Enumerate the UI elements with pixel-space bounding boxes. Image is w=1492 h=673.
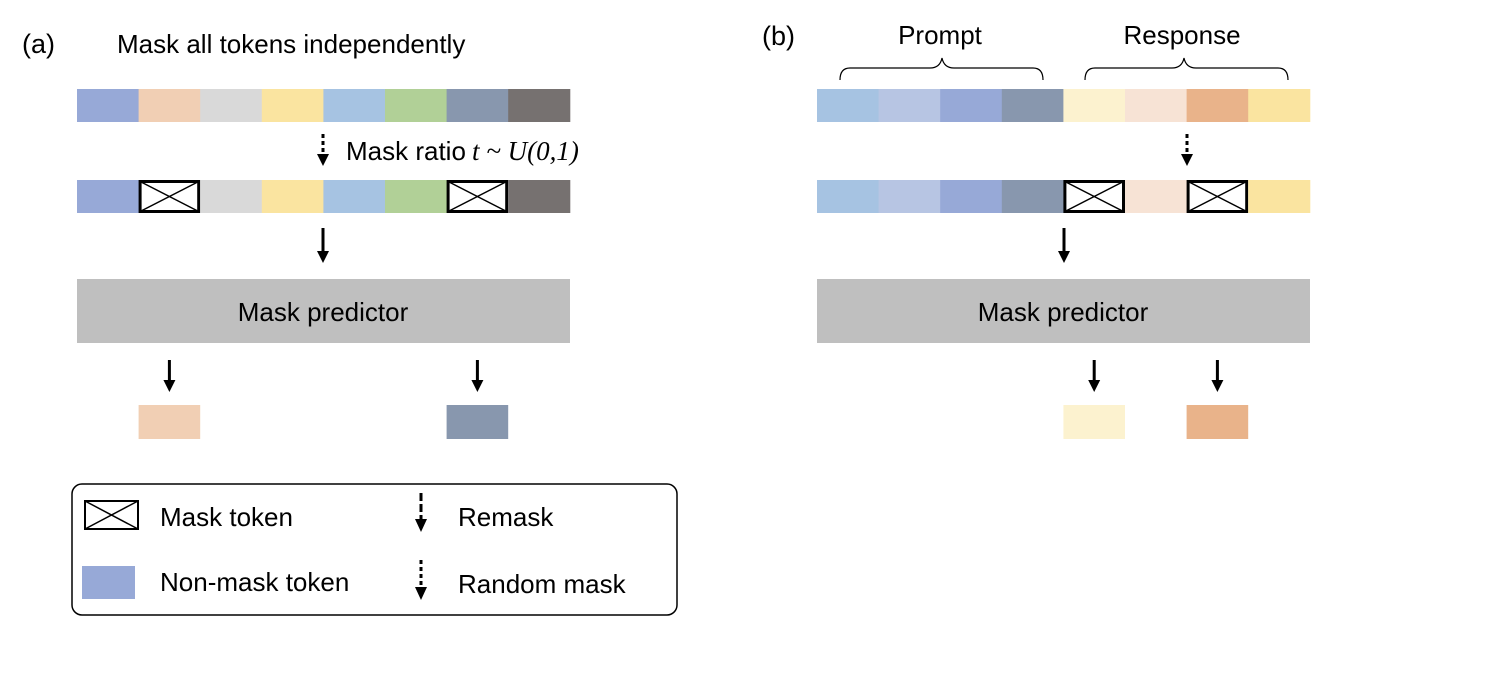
mask-predictor-box	[817, 279, 1310, 343]
mask-token	[1186, 180, 1249, 213]
random-mask-arrow-icon	[317, 134, 329, 166]
predicted-token	[1186, 405, 1249, 439]
token	[878, 180, 941, 213]
token	[385, 89, 448, 122]
mask-token	[446, 180, 509, 213]
response-label: Response	[1123, 20, 1240, 50]
output-arrow-icon	[1211, 360, 1224, 392]
legend-random-mask: Random mask	[458, 569, 627, 599]
output-arrow-icon	[1088, 360, 1101, 392]
token	[323, 89, 386, 122]
token	[878, 89, 941, 122]
token	[261, 89, 324, 122]
token	[1186, 89, 1249, 122]
mask-predictor-label: Mask predictor	[238, 297, 409, 327]
mask-ratio-formula: t ~ U(0,1)	[472, 136, 579, 166]
output-arrow-icon	[163, 360, 176, 392]
predicted-token	[446, 405, 509, 439]
token	[77, 180, 140, 213]
token	[508, 180, 571, 213]
random-mask-legend-arrow-icon	[415, 560, 427, 600]
remask-legend-arrow-icon	[415, 493, 427, 532]
token	[940, 180, 1003, 213]
prompt-label: Prompt	[898, 20, 983, 50]
token	[1248, 180, 1311, 213]
legend: Mask token Non-mask token Remask Random …	[71, 483, 678, 616]
panel-a-title: Mask all tokens independently	[117, 29, 465, 59]
predicted-token	[138, 405, 201, 439]
token	[261, 180, 324, 213]
panel-b: (b) Prompt Response Mask predictor	[762, 20, 1311, 439]
mask-predictor-label: Mask predictor	[978, 297, 1149, 327]
token	[323, 180, 386, 213]
token	[1001, 89, 1064, 122]
output-arrow-icon	[471, 360, 484, 392]
token	[77, 89, 140, 122]
mask-predictor-box	[77, 279, 570, 343]
panel-b-label: (b)	[762, 21, 795, 51]
panel-a: (a) Mask all tokens independently Mask r…	[22, 29, 579, 439]
token	[138, 89, 201, 122]
mask-ratio-label: Mask ratio	[346, 136, 466, 166]
token	[817, 180, 880, 213]
legend-mask-token: Mask token	[160, 502, 293, 532]
remask-arrow-icon	[1058, 228, 1070, 263]
response-brace	[1084, 57, 1289, 81]
non-mask-token-swatch	[82, 566, 135, 599]
legend-remask: Remask	[458, 502, 554, 532]
token	[1125, 89, 1188, 122]
token	[446, 89, 509, 122]
mask-token	[138, 180, 201, 213]
token	[200, 89, 263, 122]
legend-box	[71, 483, 678, 616]
predicted-token	[1063, 405, 1125, 439]
legend-non-mask-token: Non-mask token	[160, 567, 349, 597]
random-mask-arrow-icon	[1181, 134, 1193, 166]
token	[1248, 89, 1311, 122]
token	[200, 180, 263, 213]
token	[1063, 89, 1126, 122]
prompt-brace	[839, 57, 1044, 81]
input-token-row	[817, 89, 1311, 122]
token	[817, 89, 880, 122]
token	[385, 180, 448, 213]
remask-arrow-icon	[317, 228, 329, 263]
panel-a-label: (a)	[22, 29, 55, 59]
token	[1001, 180, 1064, 213]
input-token-row	[77, 89, 571, 122]
token	[1125, 180, 1188, 213]
masked-token-row	[817, 180, 1311, 213]
masked-token-row	[77, 180, 571, 213]
predicted-tokens	[138, 360, 509, 439]
token	[940, 89, 1003, 122]
mask-token-icon	[84, 500, 139, 530]
predicted-tokens	[1063, 360, 1249, 439]
mask-token	[1063, 180, 1126, 213]
token	[508, 89, 571, 122]
